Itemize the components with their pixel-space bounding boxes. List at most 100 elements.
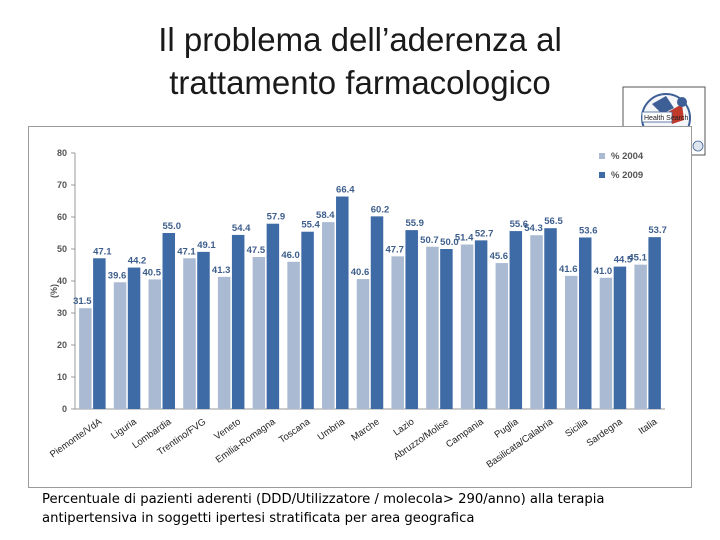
bar-2004: [113, 282, 127, 409]
data-label: 46.0: [281, 250, 300, 261]
bar-2009: [440, 249, 453, 409]
data-label: 39.6: [108, 270, 127, 281]
bar-2009: [93, 258, 106, 409]
bar-2009: [231, 234, 245, 409]
data-label: 47.1: [177, 246, 196, 257]
bar-2004: [530, 235, 543, 409]
bar-2009: [509, 231, 523, 409]
y-tick-label: 0: [62, 404, 67, 414]
data-label: 52.7: [475, 228, 494, 239]
bar-2004: [391, 256, 404, 409]
bar-2004: [356, 279, 370, 409]
x-tick-label: Piemonte/VdA: [48, 416, 105, 460]
x-tick-label: Puglia: [493, 416, 522, 441]
x-tick-label: Italia: [637, 416, 660, 437]
legend-label: % 2009: [611, 170, 643, 181]
bar-2009: [613, 266, 627, 409]
x-tick-label: Umbria: [316, 416, 348, 443]
bar-2004: [634, 264, 647, 409]
data-label: 41.3: [212, 265, 231, 276]
x-tick-label: Sardegna: [585, 416, 626, 449]
chart-legend: % 2004 % 2009: [599, 151, 644, 181]
data-label: 40.5: [143, 267, 162, 278]
data-label: 50.7: [420, 235, 439, 246]
x-tick-label: Sicilia: [563, 416, 590, 440]
chart-caption: Percentuale di pazienti aderenti (DDD/Ut…: [42, 490, 702, 528]
data-label: 50.0: [440, 237, 459, 248]
slide-title: Il problema dell’aderenza al trattamento…: [60, 18, 660, 104]
bar-2004: [217, 276, 231, 409]
chart-data-labels: 31.547.139.644.240.555.047.149.141.354.4…: [73, 185, 667, 308]
data-label: 47.1: [93, 246, 112, 257]
caption-line-1: Percentuale di pazienti aderenti (DDD/Ut…: [42, 492, 605, 507]
caption-line-2: antipertensiva in soggetti ipertesi stra…: [42, 511, 475, 526]
data-label: 45.6: [490, 251, 509, 262]
data-label: 49.1: [197, 240, 216, 251]
legend-label: % 2004: [611, 151, 644, 162]
data-label: 57.9: [267, 212, 286, 223]
bar-2004: [599, 277, 613, 409]
bar-2009: [301, 231, 314, 409]
data-label: 47.5: [247, 245, 266, 256]
y-axis-label: (%): [49, 284, 59, 298]
title-line-2: trattamento farmacologico: [169, 64, 551, 101]
bar-2009: [370, 216, 384, 409]
bar-2009: [405, 230, 418, 409]
data-label: 58.4: [316, 210, 335, 221]
bar-2009: [266, 223, 280, 409]
legend-swatch: [599, 153, 605, 159]
legend-swatch: [599, 172, 605, 178]
chart-frame: 0 10 20 30 40 50 60 70 80 (%) 31.5 47.1 39.6 44.2 40.…: [28, 126, 692, 488]
data-label: 55.9: [405, 218, 424, 229]
data-label: 53.6: [579, 225, 598, 236]
y-tick-label: 70: [57, 180, 67, 190]
bar-2004: [495, 263, 509, 409]
data-label: 41.6: [559, 264, 578, 275]
data-label: 47.7: [385, 244, 404, 255]
bar-2009: [578, 237, 592, 409]
bar-2004: [426, 246, 439, 409]
data-label: 41.0: [594, 266, 613, 277]
bar-2009: [336, 196, 349, 409]
y-tick-label: 80: [57, 148, 67, 158]
bar-2009: [127, 267, 141, 409]
data-label: 66.4: [336, 185, 355, 196]
x-tick-label: Marche: [349, 416, 381, 443]
bar-2004: [252, 257, 266, 409]
title-line-1: Il problema dell’aderenza al: [158, 21, 562, 58]
y-tick-label: 10: [57, 372, 67, 382]
data-label: 54.3: [524, 223, 543, 234]
data-label: 40.6: [351, 267, 370, 278]
data-label: 55.6: [510, 219, 528, 230]
x-tick-label: Toscana: [277, 416, 313, 446]
x-tick-label: Basilicata/Calabria: [484, 416, 555, 471]
bar-2004: [183, 258, 196, 409]
data-label: 55.0: [163, 221, 182, 232]
y-tick-label: 60: [57, 212, 67, 222]
data-label: 60.2: [371, 204, 390, 215]
bar-2004: [322, 222, 335, 409]
bar-2009: [162, 233, 176, 409]
bar-2009: [197, 251, 210, 409]
x-tick-label: Lazio: [392, 416, 417, 438]
chart-x-tick-labels: Piemonte/VdA LiguriaLombardiaTrentino/FVG…: [48, 416, 660, 471]
y-tick-label: 50: [57, 244, 67, 254]
bar-2009: [474, 240, 488, 409]
data-label: 51.4: [455, 233, 474, 244]
data-label: 56.5: [544, 216, 563, 227]
data-label: 44.5: [614, 255, 633, 266]
x-tick-label: Campania: [444, 416, 486, 450]
bar-2004: [79, 308, 92, 409]
data-label: 31.5: [73, 296, 92, 307]
data-label: 54.4: [232, 223, 251, 234]
data-label: 44.2: [128, 256, 147, 267]
bar-2004: [564, 275, 578, 409]
data-label: 45.1: [628, 253, 647, 264]
bar-2009: [544, 228, 557, 409]
y-tick-label: 20: [57, 340, 67, 350]
logo-text: Health Search: [644, 115, 688, 122]
chart-bars: [79, 196, 661, 409]
bar-2004: [148, 279, 162, 409]
y-tick-label: 40: [57, 276, 67, 286]
